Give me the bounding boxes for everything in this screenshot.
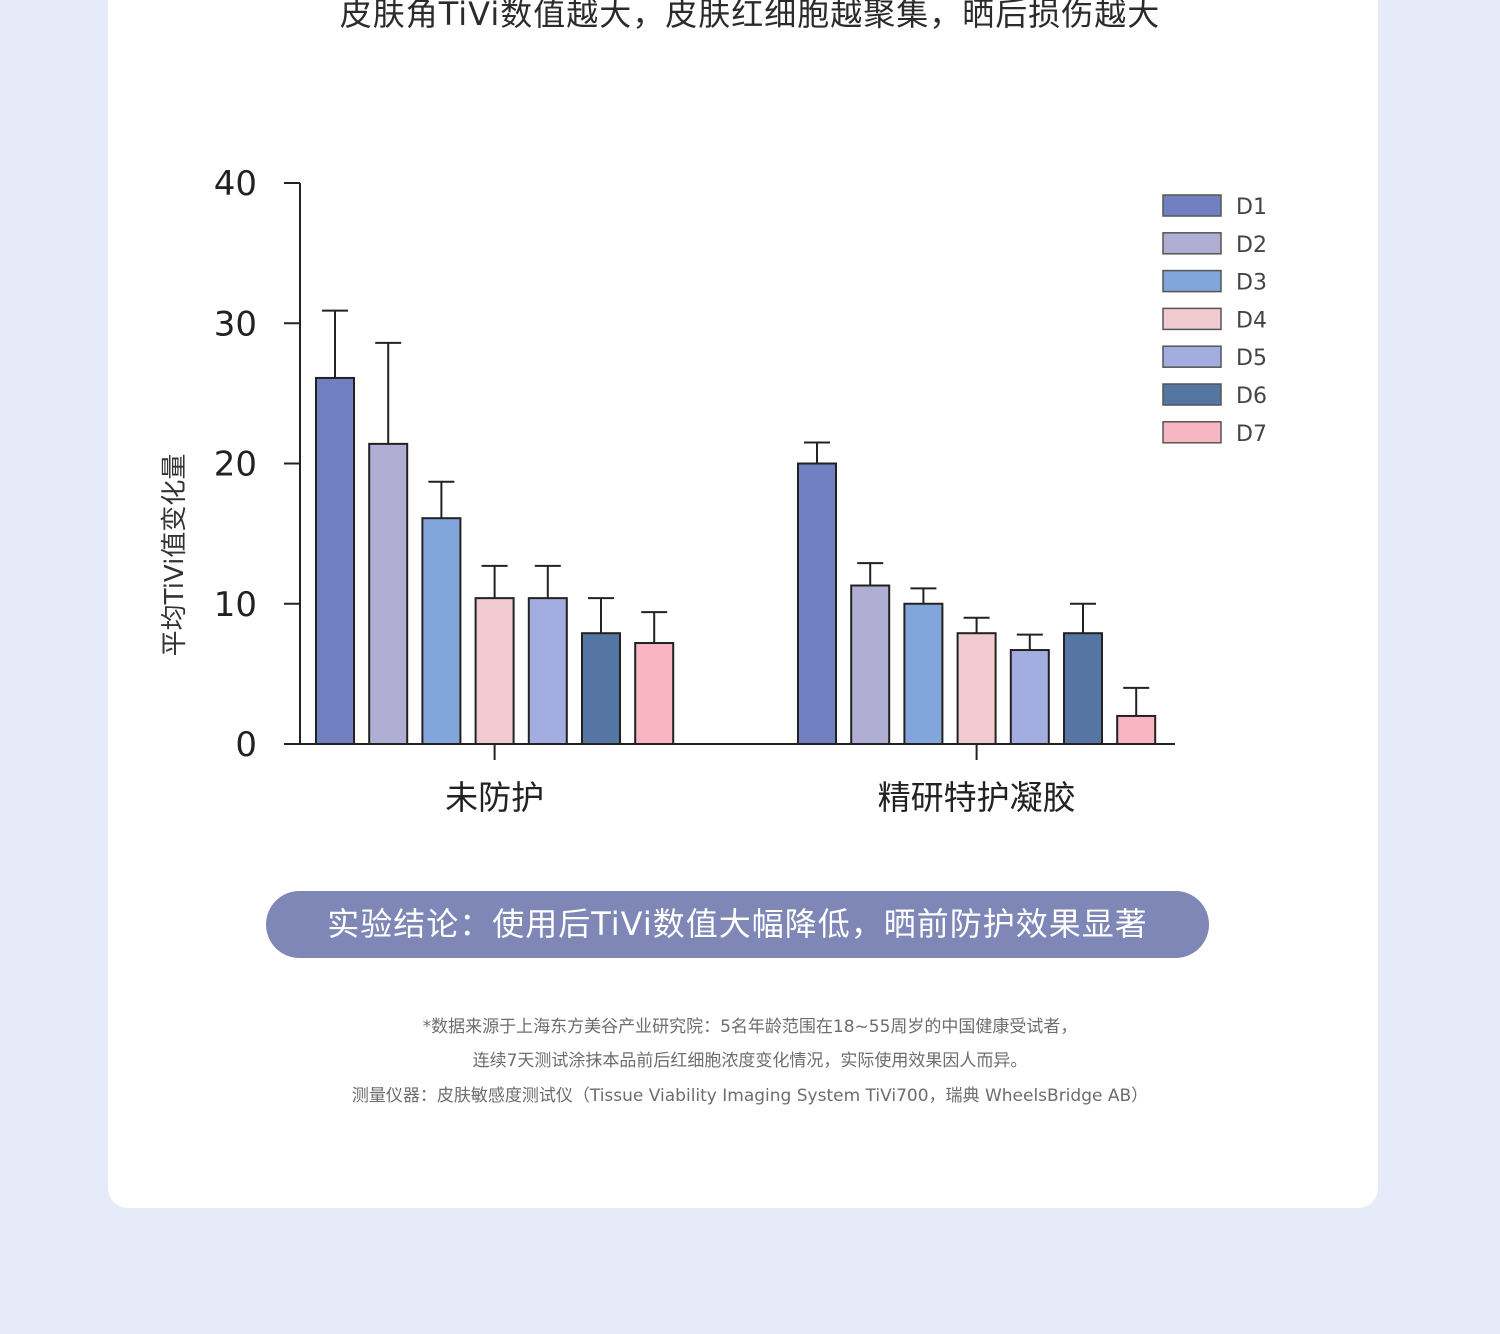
bar xyxy=(850,584,891,746)
bar xyxy=(1063,632,1103,746)
chart-axes: 0 10 20 30 40 未防护 精研特护凝胶 xyxy=(214,164,1175,817)
legend-swatch xyxy=(1162,269,1222,293)
x-category-label: 未防护 xyxy=(445,778,544,817)
legend-swatch xyxy=(1162,194,1222,217)
legend-label: D7 xyxy=(1236,422,1267,447)
legend-swatch xyxy=(1162,383,1222,406)
bar-chart: 0 10 20 30 40 未防护 精研特护凝胶 D1 D2 D3 D4 D5 D6 D7 平均TiVi… xyxy=(160,164,1267,817)
bar xyxy=(368,442,409,745)
bar xyxy=(797,462,837,745)
x-category-label: 精研特护凝胶 xyxy=(878,778,1076,817)
chart-legend: D1 D2 D3 D4 D5 D6 D7 xyxy=(1162,194,1267,447)
bar xyxy=(421,517,462,746)
bar xyxy=(634,642,675,746)
y-axis-label: 平均TiVi值变化量 xyxy=(160,454,190,657)
bar xyxy=(474,597,515,746)
legend-label: D4 xyxy=(1236,308,1267,333)
footnote-line-3: 测量仪器：皮肤敏感度测试仪（Tissue Viability Imaging S… xyxy=(351,1086,1149,1106)
footnote-line-1: *数据来源于上海东方美谷产业研究院：5名年龄范围在18~55周岁的中国健康受试者… xyxy=(422,1017,1078,1037)
chart-bars xyxy=(315,309,1157,746)
bar xyxy=(1116,714,1157,746)
legend-label: D6 xyxy=(1236,384,1267,409)
legend-label: D5 xyxy=(1236,346,1267,371)
legend-label: D2 xyxy=(1236,233,1267,258)
bar xyxy=(903,602,944,745)
legend-swatch xyxy=(1162,345,1222,368)
bar xyxy=(581,632,621,746)
legend-swatch xyxy=(1162,232,1222,255)
conclusion-banner: 实验结论：使用后TiVi数值大幅降低，晒前防护效果显著 xyxy=(266,891,1209,958)
y-tick-label: 40 xyxy=(214,164,257,204)
bar xyxy=(1009,649,1050,745)
y-tick-label: 30 xyxy=(214,304,257,344)
headline: 皮肤角TiVi数值越大，皮肤红细胞越聚集，晒后损伤越大 xyxy=(339,0,1161,33)
bar xyxy=(315,376,355,745)
bar xyxy=(527,597,568,746)
legend-label: D3 xyxy=(1236,271,1267,296)
bar xyxy=(956,632,997,746)
y-tick-label: 0 xyxy=(235,725,257,765)
y-tick-label: 20 xyxy=(214,445,257,485)
legend-label: D1 xyxy=(1236,195,1267,220)
footnote-line-2: 连续7天测试涂抹本品前后红细胞浓度变化情况，实际使用效果因人而异。 xyxy=(472,1051,1028,1071)
legend-swatch xyxy=(1162,307,1222,331)
legend-swatch xyxy=(1162,421,1222,444)
y-tick-label: 10 xyxy=(214,585,257,625)
